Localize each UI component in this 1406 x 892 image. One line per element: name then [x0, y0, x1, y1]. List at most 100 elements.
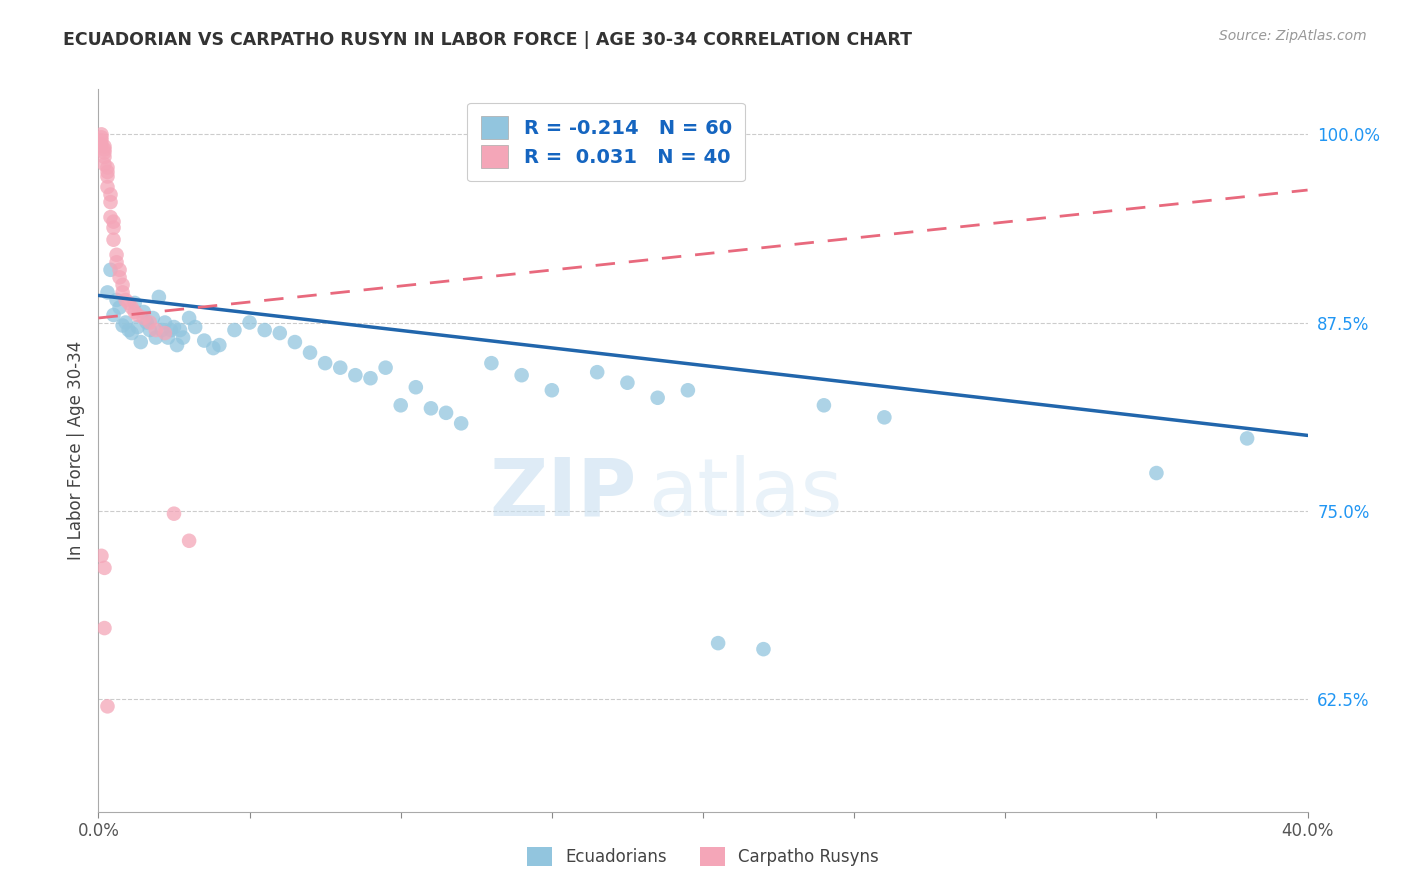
Point — [329, 360, 352, 375]
Point — [153, 316, 176, 330]
Point — [108, 263, 131, 277]
Point — [202, 341, 225, 355]
Point — [108, 270, 131, 285]
Point — [90, 128, 112, 142]
Point — [166, 338, 188, 352]
Point — [179, 311, 201, 326]
Point — [813, 398, 835, 412]
Point — [96, 165, 118, 179]
Point — [481, 356, 503, 370]
Point — [132, 311, 155, 326]
Point — [676, 384, 699, 398]
Point — [90, 133, 112, 147]
Point — [160, 323, 183, 337]
Legend: R = -0.214   N = 60, R =  0.031   N = 40: R = -0.214 N = 60, R = 0.031 N = 40 — [467, 103, 745, 181]
Point — [124, 305, 146, 319]
Text: Source: ZipAtlas.com: Source: ZipAtlas.com — [1219, 29, 1367, 43]
Point — [93, 145, 115, 160]
Point — [450, 417, 472, 431]
Point — [148, 290, 170, 304]
Point — [752, 642, 775, 657]
Point — [172, 330, 194, 344]
Point — [405, 380, 427, 394]
Point — [96, 285, 118, 300]
Point — [100, 210, 122, 224]
Point — [127, 320, 149, 334]
Point — [93, 561, 115, 575]
Text: ECUADORIAN VS CARPATHO RUSYN IN LABOR FORCE | AGE 30-34 CORRELATION CHART: ECUADORIAN VS CARPATHO RUSYN IN LABOR FO… — [63, 31, 912, 49]
Point — [105, 248, 128, 262]
Point — [121, 326, 143, 340]
Point — [299, 345, 322, 359]
Point — [344, 368, 367, 383]
Point — [93, 150, 115, 164]
Point — [208, 338, 231, 352]
Point — [360, 371, 382, 385]
Point — [284, 335, 307, 350]
Point — [374, 360, 396, 375]
Point — [586, 365, 609, 379]
Point — [90, 130, 112, 145]
Point — [105, 255, 128, 269]
Point — [420, 401, 443, 416]
Point — [111, 285, 134, 300]
Point — [1236, 432, 1258, 446]
Point — [142, 311, 165, 326]
Point — [389, 398, 412, 412]
Point — [153, 326, 176, 340]
Point — [163, 320, 186, 334]
Point — [124, 296, 146, 310]
Point — [129, 335, 152, 350]
Point — [90, 549, 112, 563]
Point — [179, 533, 201, 548]
Point — [111, 277, 134, 292]
Point — [510, 368, 533, 383]
Point — [93, 143, 115, 157]
Point — [1144, 466, 1167, 480]
Point — [103, 220, 125, 235]
Point — [434, 406, 457, 420]
Point — [150, 323, 173, 337]
Point — [239, 316, 262, 330]
Point — [96, 699, 118, 714]
Point — [96, 169, 118, 184]
Point — [647, 391, 669, 405]
Point — [873, 410, 896, 425]
Point — [127, 308, 149, 322]
Point — [156, 330, 179, 344]
Point — [103, 233, 125, 247]
Point — [105, 293, 128, 307]
Text: ZIP: ZIP — [489, 455, 637, 533]
Point — [269, 326, 291, 340]
Point — [93, 139, 115, 153]
Point — [169, 323, 191, 337]
Point — [145, 330, 167, 344]
Point — [100, 187, 122, 202]
Point — [253, 323, 276, 337]
Point — [616, 376, 638, 390]
Y-axis label: In Labor Force | Age 30-34: In Labor Force | Age 30-34 — [66, 341, 84, 560]
Point — [132, 305, 155, 319]
Point — [224, 323, 246, 337]
Point — [96, 180, 118, 194]
Point — [193, 334, 215, 348]
Point — [114, 316, 136, 330]
Point — [118, 296, 141, 310]
Point — [314, 356, 336, 370]
Point — [108, 301, 131, 315]
Point — [100, 263, 122, 277]
Point — [139, 323, 162, 337]
Point — [96, 161, 118, 175]
Point — [707, 636, 730, 650]
Point — [111, 318, 134, 333]
Point — [90, 137, 112, 152]
Point — [103, 215, 125, 229]
Point — [540, 384, 562, 398]
Point — [93, 621, 115, 635]
Point — [118, 323, 141, 337]
Point — [139, 316, 162, 330]
Point — [135, 316, 157, 330]
Point — [184, 320, 207, 334]
Point — [163, 507, 186, 521]
Text: atlas: atlas — [648, 455, 844, 533]
